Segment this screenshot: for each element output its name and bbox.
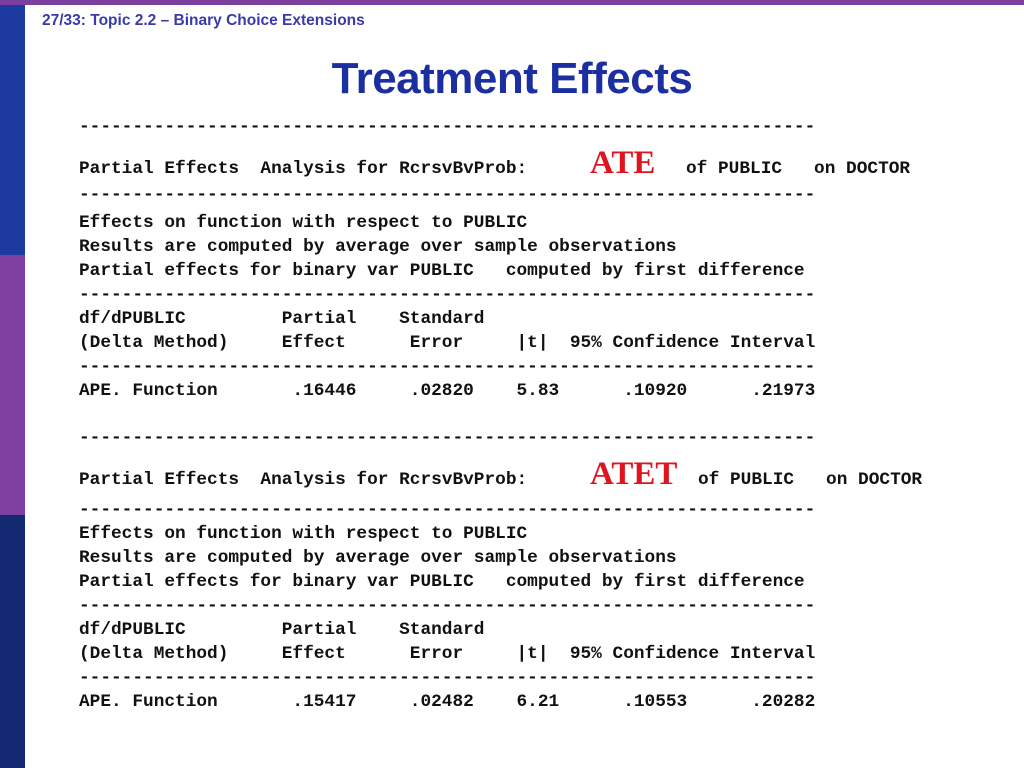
separator-line: ----------------------------------------… <box>79 357 816 377</box>
atet-results-line: Results are computed by average over sam… <box>79 548 677 568</box>
separator-line: ----------------------------------------… <box>79 185 816 205</box>
separator-line: ----------------------------------------… <box>79 668 816 688</box>
ate-results-line: Results are computed by average over sam… <box>79 237 677 257</box>
ate-tag: ATE <box>590 145 656 181</box>
separator-line: ----------------------------------------… <box>79 596 816 616</box>
atet-effects-line: Effects on function with respect to PUBL… <box>79 524 528 544</box>
ate-heading-suffix: of PUBLIC on DOCTOR <box>686 159 911 179</box>
ate-column-header-1: df/dPUBLIC Partial Standard <box>79 309 485 329</box>
ate-column-header-2: (Delta Method) Effect Error |t| 95% Conf… <box>79 333 816 353</box>
atet-column-header-1: df/dPUBLIC Partial Standard <box>79 620 485 640</box>
separator-line: ----------------------------------------… <box>79 428 816 448</box>
slide-header-label: 27/33: Topic 2.2 – Binary Choice Extensi… <box>42 12 365 29</box>
separator-line: ----------------------------------------… <box>79 500 816 520</box>
slide-title: Treatment Effects <box>331 54 693 103</box>
atet-tag: ATET <box>590 456 678 492</box>
ate-partial-line: Partial effects for binary var PUBLIC co… <box>79 261 805 281</box>
top-accent-bar <box>0 0 1024 5</box>
left-sidebar-stripe <box>0 5 25 768</box>
atet-partial-line: Partial effects for binary var PUBLIC co… <box>79 572 805 592</box>
ate-result-row: APE. Function .16446 .02820 5.83 .10920 … <box>79 381 816 401</box>
atet-heading-suffix: of PUBLIC on DOCTOR <box>698 470 923 490</box>
atet-column-header-2: (Delta Method) Effect Error |t| 95% Conf… <box>79 644 816 664</box>
ate-effects-line: Effects on function with respect to PUBL… <box>79 213 528 233</box>
ate-heading-prefix: Partial Effects Analysis for RcrsvBvProb… <box>79 159 528 179</box>
separator-line: ----------------------------------------… <box>79 285 816 305</box>
separator-line: ----------------------------------------… <box>79 117 816 137</box>
atet-result-row: APE. Function .15417 .02482 6.21 .10553 … <box>79 692 816 712</box>
atet-heading-prefix: Partial Effects Analysis for RcrsvBvProb… <box>79 470 528 490</box>
